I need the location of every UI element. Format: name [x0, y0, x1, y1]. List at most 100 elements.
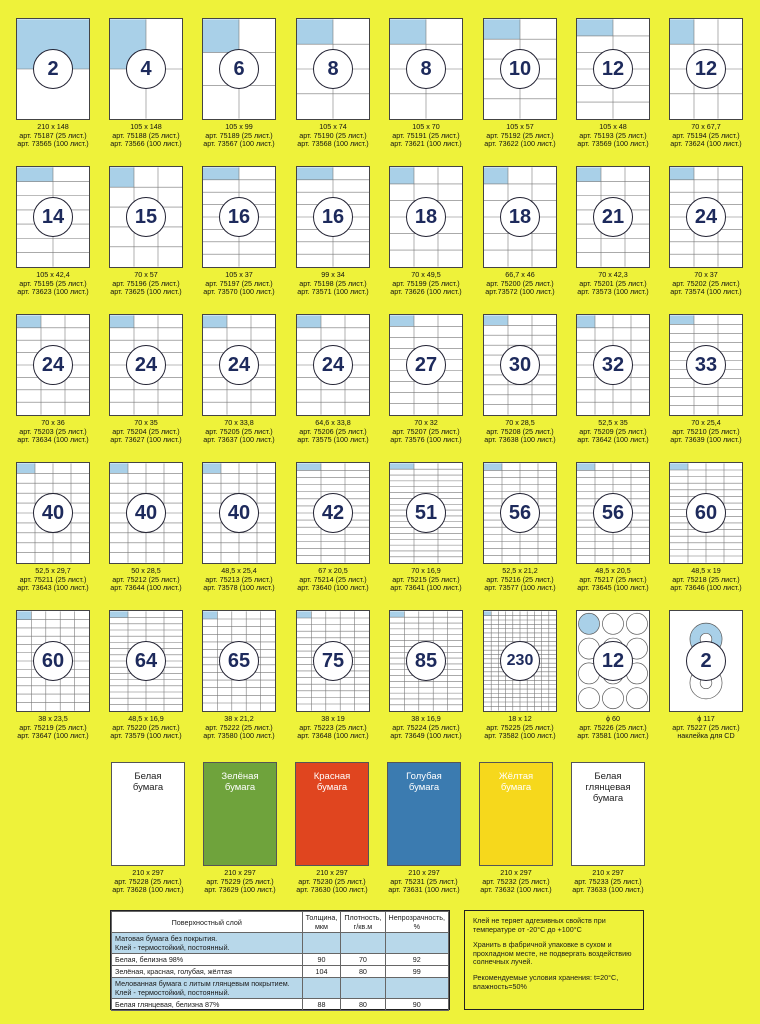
- sheet-preview: 24: [669, 166, 743, 268]
- paper-caption: 210 x 297 арт. 75228 (25 лист.) арт. 73628…: [112, 868, 183, 895]
- caption-line: арт. 73637 (100 лист.): [203, 435, 275, 445]
- caption-line: 52,5 x 29,7: [35, 566, 71, 575]
- caption-line: арт. 75190 (25 лист.): [299, 130, 367, 140]
- note-adhesive: Клей не теряет адгезивных свойств при те…: [473, 916, 606, 934]
- label-sheet-item: 56 48,5 x 20,5 арт. 75217 (25 лист.) арт. 7…: [568, 462, 658, 593]
- label-caption: 70 x 57 арт. 75196 (25 лист.) арт. 73625 (…: [110, 270, 181, 297]
- caption-line: арт. 73568 (100 лист.): [297, 139, 369, 149]
- caption-line: 70 x 33,8: [224, 418, 254, 427]
- caption-line: арт. 75208 (25 лист.): [486, 426, 554, 436]
- caption-line: 70 x 25,4: [691, 418, 721, 427]
- caption-line: арт. 75220 (25 лист.): [112, 722, 180, 732]
- highlighted-label: [577, 315, 595, 328]
- table-cell: [340, 932, 386, 954]
- label-count-badge: 24: [313, 345, 353, 385]
- paper-title: Красная бумага: [313, 771, 351, 793]
- highlighted-label: [203, 315, 227, 328]
- highlighted-label: [297, 315, 321, 328]
- label-caption: 50 x 28,5 арт. 75212 (25 лист.) арт. 73644…: [110, 566, 181, 593]
- caption-line: арт. 73567 (100 лист.): [203, 139, 275, 149]
- table-cell: 80: [340, 998, 386, 1011]
- caption-line: 105 x 48: [599, 122, 627, 131]
- label-caption: 38 x 16,9 арт. 75224 (25 лист.) арт. 73649…: [390, 714, 461, 741]
- table-cell: 99: [384, 965, 450, 978]
- caption-line: 38 x 21,2: [224, 714, 254, 723]
- label-caption: 48,5 x 16,9 арт. 75220 (25 лист.) арт. 735…: [110, 714, 181, 741]
- label-count-badge: 10: [500, 49, 540, 89]
- caption-line: 70 x 16,9: [411, 566, 441, 575]
- sheet-layout: [17, 611, 89, 711]
- caption-line: арт. 75201 (25 лист.): [579, 278, 647, 288]
- label-count-badge: 65: [219, 641, 259, 681]
- sheet-preview: 40: [202, 462, 276, 564]
- caption-line: арт. 75218 (25 лист.): [672, 574, 740, 584]
- note-storage: Хранить в фабричной упаковке в сухом и п…: [473, 940, 632, 967]
- table-cell: Белая, белизна 98%: [111, 953, 303, 966]
- caption-line: 210 x 297: [224, 868, 256, 877]
- label-count-badge: 24: [686, 197, 726, 237]
- label-sheet-item: 75 38 x 19 арт. 75223 (25 лист.) арт. 73648…: [288, 610, 378, 741]
- caption-line: арт. 75198 (25 лист.): [299, 278, 367, 288]
- table-cell: 90: [301, 953, 342, 966]
- label-caption: 70 x 25,4 арт. 75210 (25 лист.) арт. 73639…: [670, 418, 741, 445]
- sheet-preview: 12: [669, 18, 743, 120]
- spec-table: Поверхностный слой Толщина, мкм Плотность,…: [110, 910, 450, 1011]
- table-header-cell: Плотность, г/кв.м: [340, 911, 386, 933]
- label-count-badge: 8: [313, 49, 353, 89]
- label-circle: [578, 687, 600, 710]
- caption-line: арт. 73627 (100 лист.): [110, 435, 182, 445]
- sheet-preview: 15: [109, 166, 183, 268]
- table-cell: [340, 977, 386, 999]
- label-circle: [602, 612, 624, 635]
- paper-item: Белая глянцевая бумага 210 x 297 арт. 7523…: [571, 762, 645, 895]
- sheet-layout: [297, 463, 369, 563]
- table-header-cell: Непрозрачность, %: [384, 911, 450, 933]
- caption-line: арт. 73569 (100 лист.): [577, 139, 649, 149]
- caption-line: 105 x 42,4: [36, 270, 70, 279]
- caption-line: 52,5 x 35: [598, 418, 628, 427]
- paper-item: Белая бумага 210 x 297 арт. 75228 (25 лист…: [111, 762, 185, 895]
- label-caption: 64,6 x 33,8 арт. 75206 (25 лист.) арт. 735…: [297, 418, 369, 445]
- label-caption: 70 x 35 арт. 75204 (25 лист.) арт. 73627 (…: [110, 418, 182, 445]
- caption-line: арт. 73633 (100 лист.): [572, 885, 644, 895]
- sheet-preview: 16: [202, 166, 276, 268]
- sheet-preview: 40: [16, 462, 90, 564]
- label-sheet-item: 30 70 x 28,5 арт. 75208 (25 лист.) арт. 736…: [475, 314, 565, 445]
- label-count-badge: 21: [593, 197, 633, 237]
- label-count-badge: 56: [500, 493, 540, 533]
- label-sheet-item: 24 64,6 x 33,8 арт. 75206 (25 лист.) арт. 7…: [288, 314, 378, 445]
- caption-line: арт. 73631 (100 лист.): [388, 885, 460, 895]
- label-caption: 52,5 x 21,2 арт. 75216 (25 лист.) арт. 735…: [484, 566, 555, 593]
- label-count-badge: 42: [313, 493, 353, 533]
- label-row: 14 105 x 42,4 арт. 75195 (25 лист.) арт. 73…: [0, 166, 760, 316]
- sheet-preview: 24: [109, 314, 183, 416]
- caption-line: арт. 73571 (100 лист.): [297, 287, 369, 297]
- caption-line: арт. 75233 (25 лист.): [574, 876, 642, 886]
- caption-line: 18 x 12: [508, 714, 532, 723]
- caption-line: арт. 73648 (100 лист.): [297, 731, 369, 741]
- label-count-badge: 40: [33, 493, 73, 533]
- caption-line: ϕ 60: [605, 714, 620, 723]
- sheet-layout: [297, 611, 369, 711]
- caption-line: арт. 75231 (25 лист.): [390, 876, 458, 886]
- sheet-preview: 75: [296, 610, 370, 712]
- highlighted-label: [577, 463, 595, 471]
- caption-line: 70 x 36: [41, 418, 65, 427]
- caption-line: арт. 75194 (25 лист.): [672, 130, 740, 140]
- caption-line: арт. 75188 (25 лист.): [112, 130, 180, 140]
- paper-caption: 210 x 297 арт. 75229 (25 лист.) арт. 73629…: [204, 868, 275, 895]
- highlighted-label: [484, 463, 502, 471]
- caption-line: арт. 75211 (25 лист.): [19, 574, 87, 584]
- label-count-badge: 24: [33, 345, 73, 385]
- sheet-preview: 27: [389, 314, 463, 416]
- highlighted-label: [390, 167, 414, 184]
- label-sheet-item: 32 52,5 x 35 арт. 75209 (25 лист.) арт. 736…: [568, 314, 658, 445]
- paper-item: Зелёная бумага 210 x 297 арт. 75229 (25 ли…: [203, 762, 277, 895]
- label-caption: 70 x 36 арт. 75203 (25 лист.) арт. 73634 (…: [17, 418, 88, 445]
- label-count-badge: 51: [406, 493, 446, 533]
- caption-line: арт. 73630 (100 лист.): [296, 885, 368, 895]
- paper-title: Зелёная бумага: [221, 771, 259, 793]
- highlighted-label: [484, 611, 492, 616]
- caption-line: ϕ 117: [697, 714, 715, 723]
- caption-line: арт. 73575 (100 лист.): [297, 435, 369, 445]
